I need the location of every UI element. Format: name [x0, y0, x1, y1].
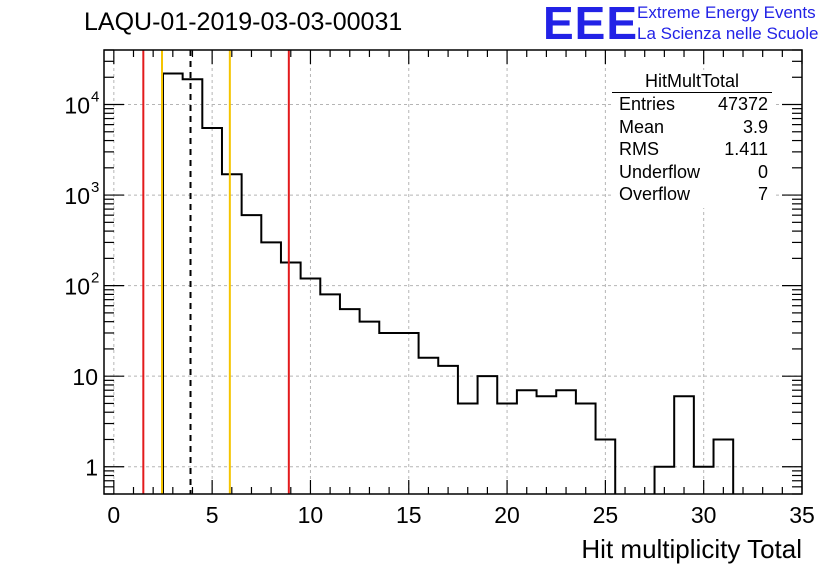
- y-tick-label: 10: [64, 93, 90, 119]
- stats-value: 47372: [717, 94, 768, 114]
- stats-label: Overflow: [619, 184, 691, 204]
- y-tick-exponent: 4: [91, 89, 99, 106]
- stats-row-overflow: Overflow 7: [612, 183, 776, 206]
- stats-label: Entries: [619, 94, 676, 114]
- stats-label: Underflow: [619, 161, 701, 182]
- stats-label: RMS: [619, 139, 659, 159]
- histogram-outline: [161, 72, 735, 494]
- y-tick-label: 10: [72, 364, 98, 390]
- x-tick-label: 35: [789, 502, 815, 528]
- x-tick-label: 0: [107, 502, 120, 528]
- y-tick-label: 10: [64, 183, 90, 209]
- stats-label: Mean: [619, 116, 665, 137]
- stats-row-entries: Entries 47372: [612, 93, 776, 116]
- plot-frame: [103, 49, 803, 495]
- y-tick-label: 1: [85, 455, 98, 481]
- x-axis-label: Hit multiplicity Total: [581, 534, 802, 564]
- x-tick-label: 30: [691, 502, 717, 528]
- stats-row-rms: RMS 1.411: [612, 138, 776, 161]
- stats-row-mean: Mean 3.9: [612, 116, 776, 139]
- x-tick-label: 20: [494, 502, 520, 528]
- logo-subtitle-1: Extreme Energy Events: [637, 3, 816, 22]
- x-tick-label: 10: [298, 502, 324, 528]
- stats-value: 7: [757, 184, 768, 204]
- logo-subtitle-2: La Scienza nelle Scuole: [637, 24, 819, 43]
- x-tick-label: 15: [396, 502, 422, 528]
- y-tick-exponent: 2: [91, 270, 99, 287]
- x-tick-label: 25: [593, 502, 619, 528]
- y-tick-label: 10: [64, 274, 90, 300]
- stats-row-underflow: Underflow 0: [612, 161, 776, 184]
- stats-box: HitMultTotal Entries 47372 Mean 3.9 RMS …: [612, 70, 776, 208]
- eee-logo: EEE: [543, 0, 639, 49]
- x-tick-label: 5: [206, 502, 219, 528]
- stats-value: 0: [757, 161, 768, 182]
- y-tick-exponent: 3: [91, 179, 99, 196]
- chart-title: LAQU-01-2019-03-03-00031: [84, 8, 403, 36]
- stats-value: 1.411: [724, 139, 768, 159]
- stats-value: 3.9: [742, 116, 768, 137]
- stats-title: HitMultTotal: [612, 70, 772, 93]
